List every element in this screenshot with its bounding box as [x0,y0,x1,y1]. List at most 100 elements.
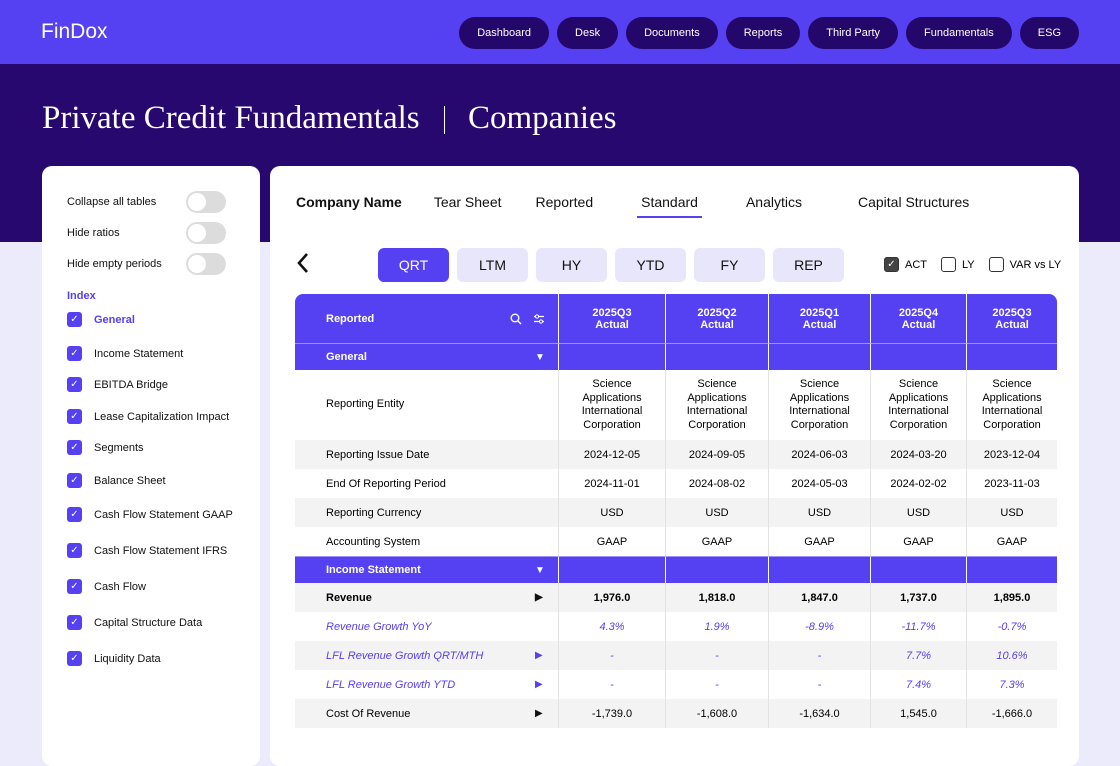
period-button[interactable]: YTD [615,248,686,282]
row-label: Reporting Issue Date [326,448,430,461]
index-item[interactable]: ✓ Cash Flow Statement IFRS [67,543,227,558]
nav-item[interactable]: ESG [1019,17,1079,49]
index-label: Cash Flow Statement IFRS [94,544,228,557]
index-item[interactable]: ✓ Income Statement [67,346,183,361]
nav: Dashboard Desk Documents Reports Third Party… [459,17,1079,49]
title-separator [444,106,445,134]
tab[interactable]: Capital Structures [857,194,970,210]
table-header: Reported 2025Q3 Actual 2025Q2 Actual 2025Q1 Ac… [295,294,1057,343]
expand-icon[interactable]: ▶ [535,679,543,690]
row-label-cell: Cost Of Revenue ▶ [295,699,558,728]
expand-icon[interactable]: ▶ [535,592,543,603]
section-cell [870,343,966,370]
cell: 1,545.0 [870,699,966,728]
cell: Science Applications International Corpo… [966,370,1057,440]
cell: GAAP [870,527,966,556]
index-label: Cash Flow [94,580,146,593]
period-button[interactable]: HY [536,248,607,282]
cell: USD [966,498,1057,527]
header-label: Reported [326,312,375,325]
section-cell [966,556,1057,583]
cell: -1,739.0 [558,699,665,728]
row-label: Reporting Currency [326,506,422,519]
row-label-cell: LFL Revenue Growth QRT/MTH ▶ [295,641,558,670]
checkbox: ✓ [67,312,82,327]
section-title: Income Statement [326,564,421,576]
index-label: General [94,313,135,326]
top-bar: FinDox Dashboard Desk Documents Reports Thir… [0,0,1120,64]
tab[interactable]: Standard [637,194,702,218]
tab[interactable]: Tear Sheet [433,194,502,210]
row-label-cell: Revenue ▶ [295,583,558,612]
cell: - [558,641,665,670]
tab[interactable]: Analytics [745,194,802,210]
cell: 2024-06-03 [768,440,870,469]
checkbox: ✓ [884,257,899,272]
section-cell [665,556,768,583]
cell: - [768,641,870,670]
column-header: 2025Q3 Actual [966,294,1057,343]
section-cell [665,343,768,370]
nav-item[interactable]: Desk [557,17,619,49]
cell: 1,976.0 [558,583,665,612]
nav-item[interactable]: Fundamentals [906,17,1012,49]
index-item[interactable]: ✓ Segments [67,440,144,455]
page-subtitle: Companies [468,100,617,136]
option-label: ACT [905,258,927,271]
index-item[interactable]: ✓ Balance Sheet [67,473,166,488]
cell: 2023-11-03 [966,469,1057,498]
filter-icon[interactable] [533,313,545,325]
cell: USD [558,498,665,527]
nav-item[interactable]: Reports [725,17,801,49]
checkbox: ✓ [67,615,82,630]
index-item[interactable]: ✓ Liquidity Data [67,651,161,666]
search-icon[interactable] [510,313,522,325]
column-period: 2025Q1 [799,306,840,319]
nav-item[interactable]: Third Party [808,17,899,49]
row-label: Accounting System [326,535,421,548]
option[interactable]: ✓ ACT [884,257,927,272]
nav-item[interactable]: Dashboard [459,17,550,49]
brand[interactable]: FinDox [41,20,108,43]
cell: GAAP [665,527,768,556]
period-buttons: QRT LTM HY YTD FY REP [378,248,844,282]
toggle-label: Hide ratios [67,227,120,239]
expand-icon[interactable]: ▶ [535,650,543,661]
period-button[interactable]: LTM [457,248,528,282]
cell: - [558,670,665,699]
index-item[interactable]: ✓ General [67,312,135,327]
index-item[interactable]: ✓ Cash Flow Statement GAAP [67,507,233,522]
cell: 1,737.0 [870,583,966,612]
index-label: Lease Capitalization Impact [94,410,230,423]
column-period: 2025Q3 [992,306,1032,319]
options: ✓ ACT LY VAR vs LY [884,257,1075,272]
cell: 2024-03-20 [870,440,966,469]
cell: USD [768,498,870,527]
toggle-switch[interactable] [186,191,226,213]
column-basis: Actual [700,318,734,331]
row-label: Reporting Entity [326,398,405,411]
index-label: Cash Flow Statement GAAP [94,508,233,521]
option-label: VAR vs LY [1009,258,1062,271]
cell: 2024-09-05 [665,440,768,469]
period-button[interactable]: FY [694,248,765,282]
collapse-icon[interactable]: ▼ [535,564,545,576]
collapse-icon[interactable]: ▼ [535,351,545,363]
back-button[interactable] [296,252,310,274]
tab[interactable]: Reported [535,194,594,210]
toggle-switch[interactable] [186,253,226,275]
cell: GAAP [768,527,870,556]
index-item[interactable]: ✓ Capital Structure Data [67,615,202,630]
nav-item[interactable]: Documents [626,17,718,49]
period-button[interactable]: QRT [378,248,449,282]
expand-icon[interactable]: ▶ [535,708,543,719]
section-cell: General ▼ [295,343,558,370]
period-button[interactable]: REP [773,248,844,282]
index-item[interactable]: ✓ Cash Flow [67,579,146,594]
toggle-switch[interactable] [186,222,226,244]
index-item[interactable]: ✓ EBITDA Bridge [67,377,168,392]
tab[interactable]: Company Name [296,194,402,210]
option[interactable]: LY [941,257,975,272]
index-item[interactable]: ✓ Lease Capitalization Impact [67,409,229,424]
option[interactable]: VAR vs LY [988,257,1062,272]
